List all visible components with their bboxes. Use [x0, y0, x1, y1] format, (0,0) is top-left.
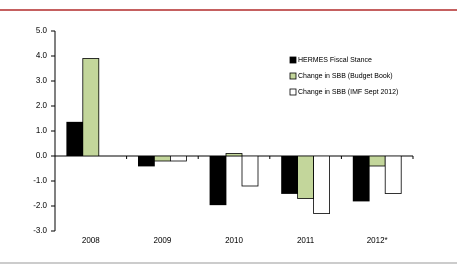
bar: [241, 155, 259, 187]
legend-swatch: [289, 72, 297, 80]
bar: [169, 155, 187, 162]
legend-label: Change in SBB (IMF Sept 2012): [298, 89, 398, 96]
bar: [137, 155, 155, 167]
x-tick-label: 2009: [154, 236, 172, 245]
bar: [352, 155, 370, 202]
bar: [225, 153, 243, 157]
x-tick-label: 2008: [82, 236, 100, 245]
x-tick-label: 2010: [225, 236, 243, 245]
legend-swatch: [289, 56, 297, 64]
bar: [82, 58, 100, 157]
legend-label: HERMES Fiscal Stance: [298, 57, 372, 64]
x-tick-label: 2012*: [367, 236, 388, 245]
y-tick-label: 1.0: [36, 126, 48, 135]
bar: [313, 155, 331, 214]
y-tick-label: 5.0: [36, 26, 48, 35]
y-tick-label: -2.0: [33, 201, 47, 210]
bar: [297, 155, 315, 199]
legend-label: Change in SBB (Budget Book): [298, 73, 393, 80]
y-tick-label: 4.0: [36, 51, 48, 60]
bar: [281, 155, 299, 194]
y-tick-label: 2.0: [36, 101, 48, 110]
bar: [384, 155, 402, 194]
bar: [209, 155, 227, 206]
bar: [368, 155, 386, 167]
x-tick-label: 2011: [297, 236, 315, 245]
y-tick-label: 3.0: [36, 76, 48, 85]
y-tick-label: 0.0: [36, 151, 48, 160]
y-tick-label: -3.0: [33, 226, 47, 235]
bar: [153, 155, 171, 162]
bar: [66, 121, 84, 157]
y-tick-label: -1.0: [33, 176, 47, 185]
legend-swatch: [289, 88, 297, 96]
